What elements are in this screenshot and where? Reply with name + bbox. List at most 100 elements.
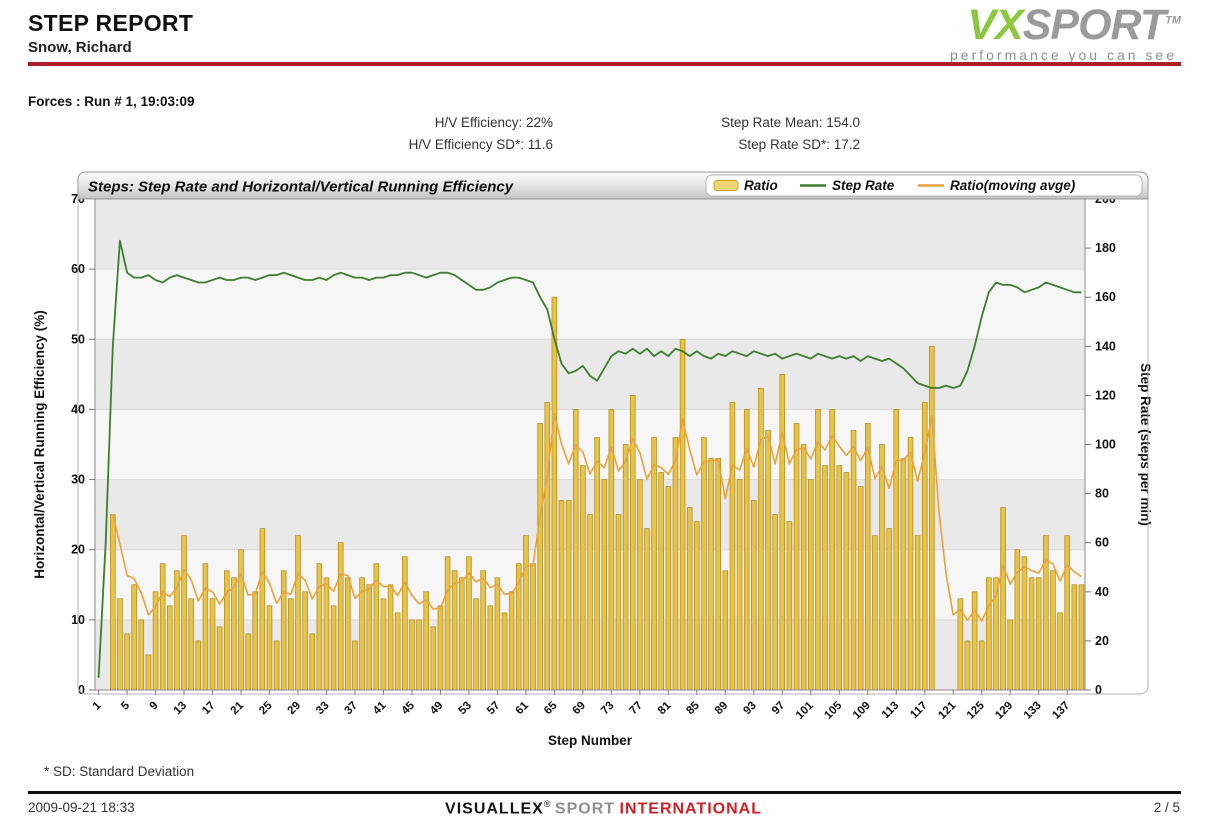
ratio-bar [330, 605, 337, 691]
ratio-bar [978, 640, 985, 691]
ratio-bar [409, 619, 415, 691]
ratio-bar [779, 374, 786, 691]
legend: Ratio Step Rate Ratio(moving avge) [705, 174, 1143, 197]
ratio-bar [971, 591, 978, 691]
logo-vx: VX [967, 1, 1023, 49]
ratio-bar [473, 598, 479, 691]
registered-mark: ® [543, 799, 551, 809]
ratio-bar [843, 472, 850, 691]
brand-sport: SPORT [554, 800, 616, 818]
step-rate-sd-stat: Step Rate SD*: 17.2 [738, 137, 860, 152]
ratio-bar [444, 556, 451, 691]
ratio-bar [231, 577, 237, 691]
svg-text:57: 57 [485, 700, 503, 718]
ratio-bar [195, 640, 202, 691]
ratio-bar [323, 577, 330, 691]
svg-text:0: 0 [78, 683, 85, 697]
ratio-bar [694, 521, 700, 691]
ratio-bar [772, 514, 778, 691]
hv-efficiency-stat: H/V Efficiency: 22% [434, 115, 553, 130]
ratio-bar [886, 528, 892, 691]
ratio-bar [679, 338, 686, 691]
ratio-bar [751, 500, 757, 691]
ratio-bar [181, 535, 187, 691]
svg-text:117: 117 [908, 700, 930, 722]
ratio-bar [523, 535, 529, 691]
ratio-bar [110, 514, 116, 691]
svg-text:65: 65 [542, 699, 560, 717]
step-chart: 0102030405060700204060801001201401601802… [0, 160, 1207, 772]
ratio-bar [309, 633, 316, 691]
ratio-bar [238, 549, 244, 691]
ratio-bar [836, 465, 843, 691]
ratio-bar [259, 528, 266, 691]
sd-footnote: * SD: Standard Deviation [44, 764, 195, 779]
ratio-bar [558, 500, 565, 691]
ratio-bar [644, 528, 650, 691]
ratio-bar [273, 640, 280, 691]
ratio-bar [900, 458, 907, 691]
ratio-bar [715, 458, 721, 691]
legend-label-moving-avg: Ratio(moving avge) [950, 178, 1076, 193]
brand-international: INTERNATIONAL [619, 800, 762, 818]
ratio-bar [1064, 535, 1070, 691]
svg-text:20: 20 [1095, 634, 1109, 648]
ratio-bar [879, 444, 885, 691]
ratio-bar [451, 570, 458, 691]
svg-text:180: 180 [1095, 241, 1116, 255]
ratio-bar [872, 535, 878, 691]
page-title: STEP REPORT [28, 10, 194, 36]
ratio-bar [914, 535, 921, 691]
svg-text:93: 93 [741, 700, 759, 718]
ratio-bar [394, 612, 401, 691]
ratio-bar [580, 465, 586, 691]
ratio-bar [729, 402, 736, 691]
ratio-bar [494, 577, 501, 691]
page-number: 2 / 5 [1153, 800, 1180, 815]
trademark-mark: TM [1165, 14, 1181, 27]
svg-text:77: 77 [627, 700, 645, 718]
ratio-bar [1071, 584, 1078, 691]
ratio-bar [615, 514, 622, 691]
ratio-bar [986, 577, 992, 691]
ratio-bar [530, 563, 536, 691]
ratio-bar [651, 437, 657, 691]
svg-text:120: 120 [1095, 388, 1116, 402]
svg-text:100: 100 [1095, 438, 1116, 452]
ratio-bar [822, 465, 828, 691]
svg-text:125: 125 [965, 699, 987, 721]
ratio-bar [402, 556, 408, 691]
ratio-bar [800, 444, 807, 691]
ratio-bar [829, 409, 835, 691]
ratio-bar [480, 570, 486, 691]
svg-text:25: 25 [257, 699, 275, 717]
svg-text:21: 21 [229, 699, 247, 717]
ratio-bar [1021, 556, 1028, 691]
right-axis-title: Step Rate (steps per min) [1138, 363, 1153, 526]
step-rate-line [97, 239, 1082, 678]
left-axis: 010203040506070 [71, 192, 95, 697]
ratio-bar [145, 654, 152, 691]
ratio-bar [167, 605, 173, 691]
logo-sport: SPORT [1022, 1, 1166, 49]
svg-text:85: 85 [684, 699, 702, 717]
ratio-bar [622, 444, 629, 691]
ratio-bar [216, 626, 223, 691]
ratio-bar [537, 423, 543, 691]
svg-text:60: 60 [1095, 536, 1109, 550]
ratio-bar [587, 514, 593, 691]
ratio-bar [601, 479, 608, 691]
ratio-bar [131, 584, 137, 691]
ratio-bar [544, 402, 551, 691]
ratio-bar [117, 598, 123, 691]
svg-text:160: 160 [1095, 290, 1116, 304]
svg-text:105: 105 [822, 699, 844, 721]
svg-text:121: 121 [936, 699, 958, 721]
ratio-bar [565, 500, 572, 691]
ratio-bar [551, 296, 558, 691]
ratio-bar [345, 577, 351, 691]
ratio-bar [1078, 584, 1085, 691]
ratio-bar [487, 605, 494, 691]
ratio-bar [864, 423, 871, 691]
